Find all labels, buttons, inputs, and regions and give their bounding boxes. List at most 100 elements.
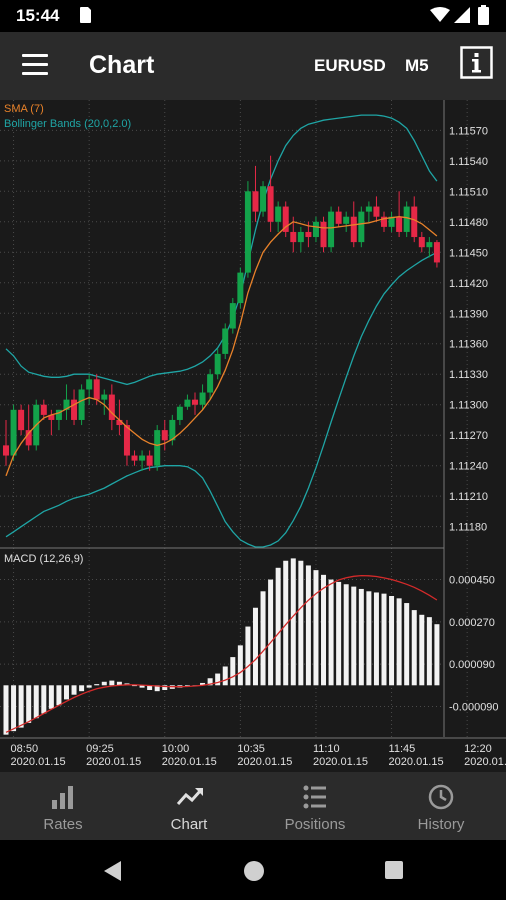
candle-body xyxy=(63,399,70,410)
x-tick-time: 11:10 xyxy=(313,743,340,755)
candle-body xyxy=(123,425,130,456)
macd-bar xyxy=(94,684,100,686)
candle-body xyxy=(275,206,282,222)
nav-rates[interactable]: Rates xyxy=(0,772,126,840)
candle-body xyxy=(290,231,297,243)
candle-body xyxy=(418,237,425,248)
macd-bar xyxy=(245,626,251,686)
candle-body xyxy=(388,216,395,227)
x-tick-date: 2020.01.15 xyxy=(237,756,292,768)
macd-bar xyxy=(11,685,17,732)
candle-body xyxy=(18,409,25,431)
price-chart[interactable]: 1.11570 1.11540 1.11510 1.11480 1.11450 1.114… xyxy=(0,100,506,772)
macd-bar xyxy=(290,558,296,686)
candle-body xyxy=(78,389,85,420)
macd-bar xyxy=(411,610,417,686)
list-icon xyxy=(303,785,326,809)
chart-area[interactable]: 1.11570 1.11540 1.11510 1.11480 1.11450 1.114… xyxy=(0,100,506,772)
macd-bar xyxy=(321,574,327,686)
macd-bar xyxy=(252,607,258,686)
candle-body xyxy=(48,414,55,420)
nav-label-positions: Positions xyxy=(284,816,346,833)
candle-body xyxy=(335,211,342,224)
candle-body xyxy=(131,455,138,461)
nav-history[interactable]: History xyxy=(378,772,504,840)
sim-card-icon xyxy=(80,7,91,23)
x-tick-time: 10:35 xyxy=(237,743,265,755)
candle-body xyxy=(411,206,418,238)
macd-bar xyxy=(41,685,47,714)
candle-body xyxy=(312,221,319,238)
macd-bar xyxy=(381,593,387,686)
macd-bar xyxy=(260,591,266,686)
y-tick-label: 1.11330 xyxy=(449,369,488,381)
x-tick-date: 2020.01.15 xyxy=(389,756,444,768)
macd-bar xyxy=(71,685,77,695)
macd-bar xyxy=(389,596,395,686)
x-tick-date: 2020.01.15 xyxy=(464,756,506,768)
macd-bar xyxy=(237,645,243,686)
candle-body xyxy=(86,379,93,390)
candle-body xyxy=(328,211,335,248)
candle-body xyxy=(282,206,289,232)
candle-body xyxy=(184,399,191,407)
candle-body xyxy=(10,409,17,456)
x-tick-date: 2020.01.15 xyxy=(313,756,368,768)
macd-bar xyxy=(86,685,92,688)
candle-body xyxy=(139,455,146,461)
macd-signal-polyline xyxy=(5,574,438,733)
macd-signal-line xyxy=(5,574,438,733)
candle-body xyxy=(222,328,229,354)
y-tick-label: 1.11480 xyxy=(449,217,488,229)
battery-icon xyxy=(478,5,489,25)
recents-icon[interactable] xyxy=(384,860,404,880)
status-time: 15:44 xyxy=(16,6,60,25)
candle-body xyxy=(40,404,47,415)
candle-body xyxy=(214,353,221,375)
macd-bar xyxy=(230,657,236,686)
nav-chart[interactable]: Chart xyxy=(126,772,252,840)
candle-body xyxy=(297,231,304,243)
macd-bar xyxy=(268,579,274,686)
macd-bar xyxy=(101,681,107,686)
candle-body xyxy=(154,430,161,466)
bollinger-lower xyxy=(5,251,438,548)
macd-y-tick-label: -0.000090 xyxy=(449,701,499,713)
bar-chart-icon xyxy=(52,786,73,809)
info-icon[interactable] xyxy=(460,46,493,79)
home-icon[interactable] xyxy=(243,860,265,882)
y-tick-label: 1.11270 xyxy=(449,430,488,442)
signal-icon xyxy=(454,7,470,23)
macd-bar xyxy=(275,567,281,686)
x-tick-date: 2020.01.15 xyxy=(11,756,66,768)
macd-bar xyxy=(396,598,402,686)
nav-label-chart: Chart xyxy=(170,816,208,833)
macd-bar xyxy=(33,685,39,719)
candle-body xyxy=(229,303,236,329)
app-bar: Chart EURUSD M5 xyxy=(0,32,506,100)
nav-positions[interactable]: Positions xyxy=(252,772,378,840)
candle-body xyxy=(108,394,115,420)
back-icon[interactable] xyxy=(102,860,122,882)
menu-icon[interactable] xyxy=(22,54,48,76)
macd-histogram xyxy=(3,558,440,735)
candle-body xyxy=(71,399,78,420)
macd-bar xyxy=(116,681,122,686)
y-tick-label: 1.11210 xyxy=(449,491,488,503)
sma-polyline xyxy=(5,216,438,477)
macd-bar xyxy=(63,685,69,700)
timeframe-selector[interactable]: M5 xyxy=(405,56,429,75)
macd-bar xyxy=(426,617,432,686)
macd-bar xyxy=(207,678,213,686)
sma-legend: SMA (7) xyxy=(4,103,44,115)
y-tick-label: 1.11180 xyxy=(449,522,487,534)
status-bar: 15:44 xyxy=(0,0,506,32)
symbol-selector[interactable]: EURUSD xyxy=(314,56,386,75)
candle-body xyxy=(426,242,433,248)
candle-body xyxy=(305,231,312,238)
candle-body xyxy=(146,455,153,466)
x-tick-time: 11:45 xyxy=(389,743,416,755)
candlesticks xyxy=(3,155,440,471)
candle-body xyxy=(350,216,357,243)
macd-bar xyxy=(305,565,311,686)
